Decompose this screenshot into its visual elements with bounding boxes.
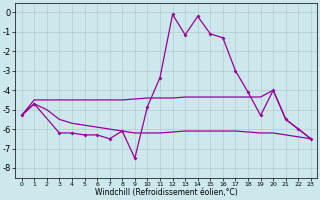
- X-axis label: Windchill (Refroidissement éolien,°C): Windchill (Refroidissement éolien,°C): [95, 188, 238, 197]
